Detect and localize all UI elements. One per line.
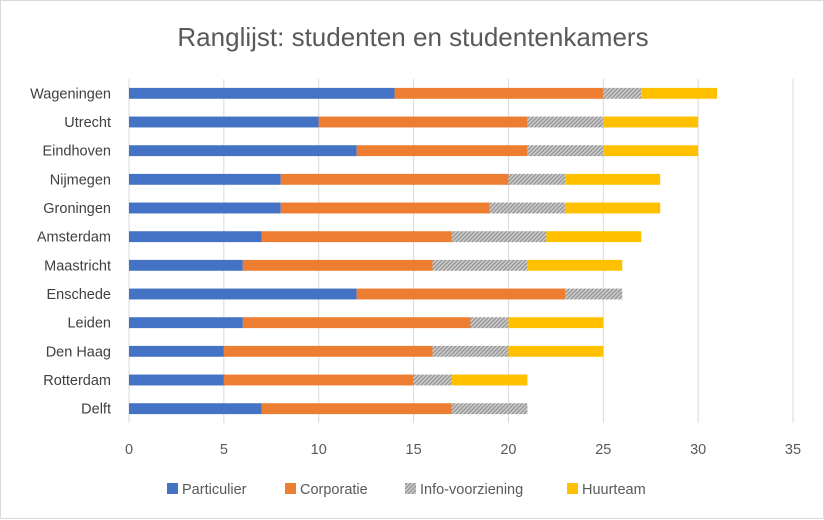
bar-segment-particulier [129, 403, 262, 415]
category-label: Amsterdam [37, 230, 111, 246]
category-label: Eindhoven [42, 144, 111, 160]
bar-segment-particulier [129, 116, 319, 128]
bar-segment-huurteam [565, 202, 661, 214]
bar-segment-huurteam [508, 317, 604, 329]
category-labels: Wageningen Utrecht Eindhoven Nijmegen Gronin… [30, 86, 111, 417]
bar-segment-huurteam [603, 116, 699, 128]
bar-segment-particulier [129, 288, 357, 300]
bar-segment-corporatie [356, 145, 528, 157]
legend-swatch [167, 483, 178, 494]
bar-segment-info-voorziening [451, 403, 528, 415]
category-label: Leiden [67, 316, 111, 332]
legend-label: Corporatie [300, 482, 368, 498]
legend-swatch [285, 483, 296, 494]
bar-segment-info-voorziening [527, 116, 604, 128]
bar-segment-particulier [129, 231, 262, 243]
category-label: Nijmegen [50, 172, 111, 188]
category-label: Rotterdam [43, 373, 111, 389]
bar-segment-info-voorziening [527, 145, 604, 157]
bar-segment-corporatie [356, 288, 566, 300]
bar-segment-corporatie [261, 403, 452, 415]
bar-segment-huurteam [546, 231, 642, 243]
legend-swatch [567, 483, 578, 494]
gridlines [128, 79, 794, 423]
bar-segment-info-voorziening [451, 231, 547, 243]
legend: Particulier Corporatie Info-voorziening Huu… [167, 482, 646, 498]
x-tick-label: 0 [125, 442, 133, 458]
bar-segment-particulier [129, 374, 224, 386]
category-label: Delft [81, 402, 111, 418]
bar-segment-huurteam [603, 145, 699, 157]
bar-segment-corporatie [280, 202, 490, 214]
bar-segment-huurteam [565, 173, 661, 185]
bar-segment-corporatie [318, 116, 528, 128]
bar-segment-particulier [129, 202, 281, 214]
x-tick-label: 10 [311, 442, 327, 458]
x-tick-labels: 0 5 10 15 20 25 30 35 [125, 442, 801, 458]
legend-label: Info-voorziening [420, 482, 523, 498]
bar-segment-particulier [129, 259, 243, 271]
bar-segment-corporatie [394, 87, 604, 99]
bar-segment-huurteam [641, 87, 718, 99]
bar-segment-info-voorziening [508, 173, 566, 185]
bar-segment-info-voorziening [413, 374, 452, 386]
x-tick-label: 25 [595, 442, 611, 458]
bar-segment-huurteam [508, 345, 604, 357]
x-tick-label: 15 [406, 442, 422, 458]
category-label: Den Haag [46, 344, 111, 360]
bar-segment-info-voorziening [603, 87, 642, 99]
legend-label: Particulier [182, 482, 247, 498]
bar-segment-particulier [129, 317, 243, 329]
category-label: Wageningen [30, 86, 111, 102]
legend-label: Huurteam [582, 482, 646, 498]
bar-segment-particulier [129, 173, 281, 185]
bars [129, 87, 718, 415]
bar-segment-corporatie [242, 317, 471, 329]
bar-segment-info-voorziening [432, 259, 528, 271]
category-label: Groningen [43, 201, 111, 217]
bar-segment-particulier [129, 145, 357, 157]
bar-segment-corporatie [280, 173, 509, 185]
bar-segment-corporatie [242, 259, 433, 271]
category-label: Enschede [47, 287, 112, 303]
x-tick-label: 35 [785, 442, 801, 458]
category-label: Utrecht [64, 115, 111, 131]
category-label: Maastricht [44, 258, 111, 274]
bar-segment-corporatie [223, 345, 433, 357]
bar-segment-info-voorziening [470, 317, 509, 329]
bar-segment-huurteam [451, 374, 528, 386]
legend-swatch [405, 483, 416, 494]
x-tick-label: 30 [690, 442, 706, 458]
x-tick-label: 20 [500, 442, 516, 458]
bar-segment-huurteam [527, 259, 623, 271]
bar-segment-info-voorziening [432, 345, 509, 357]
bar-segment-particulier [129, 345, 224, 357]
bar-segment-particulier [129, 87, 395, 99]
bar-segment-corporatie [261, 231, 452, 243]
x-tick-label: 5 [220, 442, 228, 458]
bar-segment-info-voorziening [489, 202, 566, 214]
chart-title: Ranglijst: studenten en studentenkamers [177, 22, 648, 52]
bar-segment-info-voorziening [565, 288, 623, 300]
bar-segment-corporatie [223, 374, 414, 386]
